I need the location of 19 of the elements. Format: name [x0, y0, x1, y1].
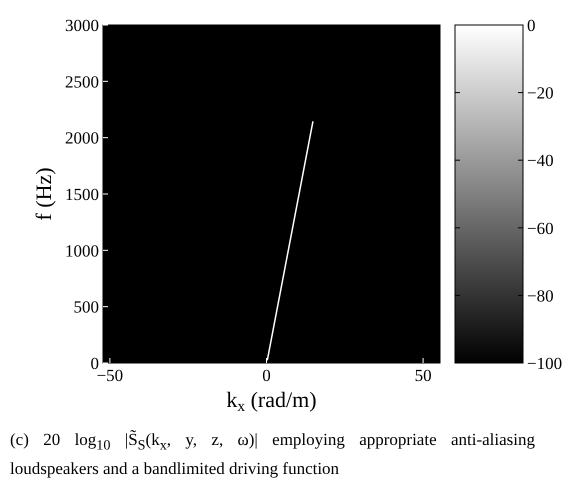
y-tick-label: 0 [90, 354, 99, 373]
color-bar-label: −100 [527, 354, 562, 373]
color-bar-label: −20 [527, 84, 554, 103]
color-bar-label: 0 [527, 16, 536, 35]
color-bar-label: −40 [527, 151, 554, 170]
y-tick-label: 1500 [65, 185, 99, 204]
y-tick-label: 2500 [65, 72, 99, 92]
y-axis-title: f (Hz) [31, 167, 56, 221]
y-tick-label: 1000 [65, 241, 99, 260]
x-tick-label: 0 [262, 366, 271, 385]
y-tick-label: 500 [74, 298, 99, 317]
color-bar-label: −80 [527, 286, 554, 306]
y-tick-label: 2000 [65, 128, 99, 148]
y-tick-label: 3000 [65, 16, 99, 35]
x-tick-label: −50 [96, 366, 124, 385]
color-bar-label: −60 [527, 218, 554, 238]
x-tick-label: 50 [414, 366, 432, 385]
text: (c) 20 log$_{10}$ |S̃$_{S}$(k$_{x}$, y, z, ω)| employing appropriate anti-aliasing loudspeakers and a bandlimited driving function [10, 429, 536, 480]
x-axis-title: k$_{x}$ (rad/m) [226, 387, 317, 415]
